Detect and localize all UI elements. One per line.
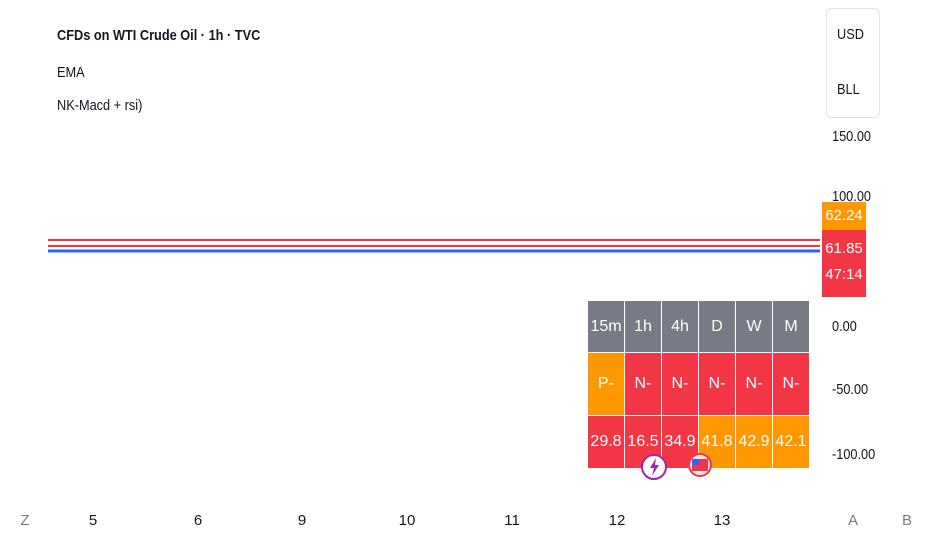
price-label: -50.00: [832, 381, 869, 398]
cell: D: [698, 300, 736, 353]
last-badge: 62.24: [822, 202, 866, 230]
cell: N-: [661, 352, 699, 416]
icon-bolt: [650, 458, 659, 476]
time-label: 11: [504, 512, 520, 529]
time-label: 9: [297, 512, 307, 529]
currency[interactable]: USD: [837, 26, 864, 43]
auto-button[interactable]: A: [847, 512, 859, 529]
price-label: 150.00: [832, 128, 872, 145]
event-icons[interactable]: [640, 451, 715, 489]
cell: 15m: [587, 300, 625, 353]
time-label[interactable]: Z: [20, 512, 30, 529]
cell: 1h: [624, 300, 662, 353]
time-label: 12: [608, 512, 626, 529]
b-button[interactable]: B: [901, 512, 913, 529]
currency-box[interactable]: USD BLL: [826, 8, 880, 118]
trend-table: 15m 1h 4h D W M P- N- N- N- N- N- 29.8 16.5 34.9 41.8…: [587, 300, 810, 469]
cell: N-: [624, 352, 662, 416]
indicator[interactable]: EMA: [57, 64, 85, 81]
cell: 42.9: [735, 415, 773, 469]
cell: 42.1: [772, 415, 810, 469]
indicator[interactable]: NK-Macd + rsi): [57, 97, 143, 114]
time-label: 10: [398, 512, 416, 529]
price-label: 0.00: [832, 318, 857, 335]
cell: M: [772, 300, 810, 353]
price-badge: 61.85: [825, 240, 863, 257]
cell: W: [735, 300, 773, 353]
price-label: 100.00: [832, 188, 872, 205]
price-label: -100.00: [832, 446, 876, 463]
time-label: 6: [193, 512, 203, 529]
time-label: 13: [713, 512, 731, 529]
cell: N-: [698, 352, 736, 416]
cell: P-: [587, 352, 625, 416]
countdown: 47:14: [825, 266, 863, 283]
chart-title: CFDs on WTI Crude Oil · 1h · TVC: [57, 27, 261, 44]
unit[interactable]: BLL: [837, 81, 860, 98]
time-label: 5: [88, 512, 98, 529]
icon-flag: [692, 459, 699, 465]
cell: 29.8: [587, 415, 625, 469]
cell: N-: [772, 352, 810, 416]
cell: N-: [735, 352, 773, 416]
cell: 4h: [661, 300, 699, 353]
price-badge-bg: [822, 230, 866, 297]
